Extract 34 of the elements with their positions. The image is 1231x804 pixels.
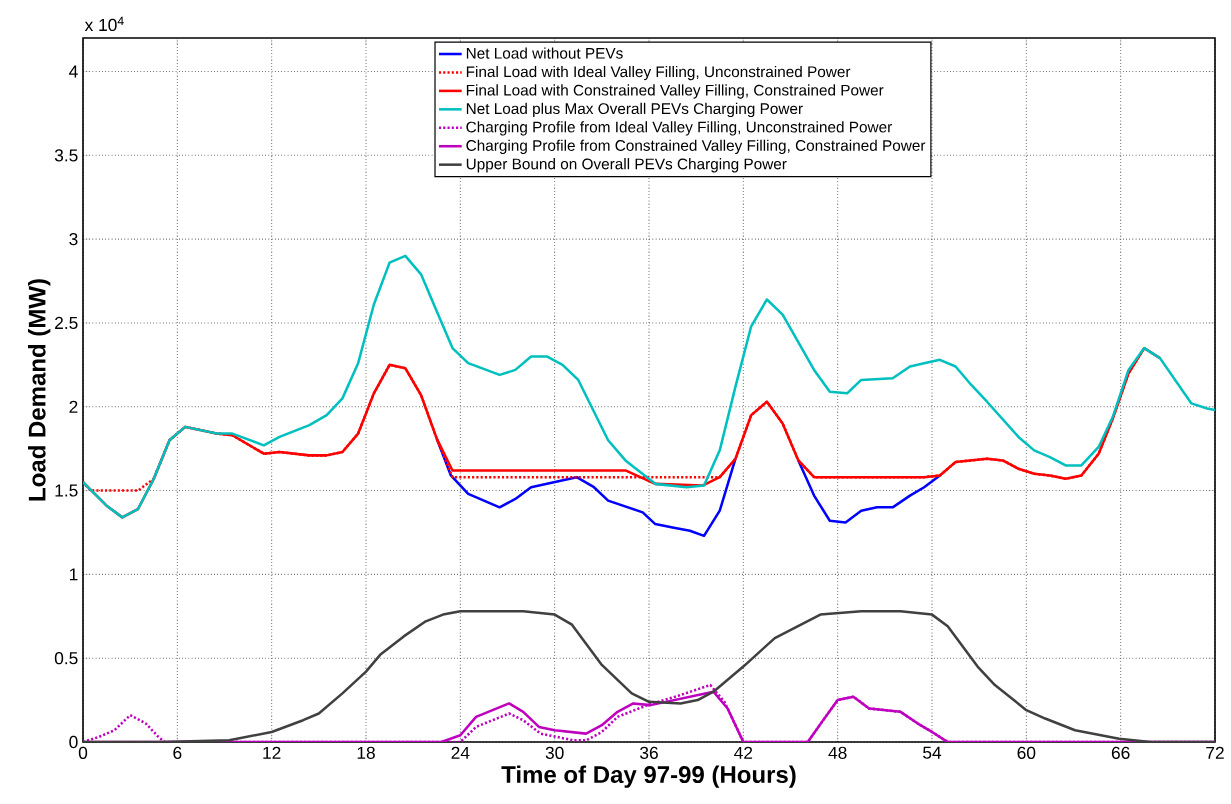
x-tick-label: 24	[451, 746, 470, 759]
x-axis-title: Time of Day 97-99 (Hours)	[501, 765, 796, 788]
y-tick-label: 0	[69, 735, 78, 749]
y-tick-label: 2	[69, 400, 78, 413]
legend-label: Charging Profile from Constrained Valley Filling, Constrained Power	[466, 139, 926, 154]
x-tick-label: 66	[1111, 746, 1130, 759]
x-tick-label: 12	[263, 746, 281, 759]
x-tick-label: 6	[173, 746, 182, 759]
x-tick-label: 30	[545, 746, 564, 759]
x-tick-label: 42	[734, 746, 753, 759]
legend-label: Upper Bound on Overall PEVs Charging Power	[466, 158, 787, 173]
legend-label: Net Load plus Max Overall PEVs Charging Power	[466, 102, 803, 118]
legend-label: Net Load without PEVs	[466, 47, 623, 59]
x-tick-label: 54	[923, 746, 942, 759]
y-axis-title: Load Demand (MW)	[28, 279, 51, 501]
x-tick-label: 18	[357, 746, 375, 759]
y-tick-label: 1.5	[55, 484, 78, 497]
line-series	[83, 609, 1215, 742]
x-tick-label: 48	[828, 746, 847, 759]
y-tick-label: 3	[69, 233, 78, 246]
x-tick-label: 0	[78, 746, 88, 759]
x-tick-label: 72	[1206, 746, 1224, 759]
legend-label: Final Load with Ideal Valley Filling, Unconstrained Power	[466, 65, 851, 81]
line-series	[83, 254, 1215, 519]
x-tick-label: 60	[1017, 746, 1036, 759]
y-tick-label: 0.5	[54, 652, 78, 665]
x-tick-label: 36	[640, 746, 658, 759]
text: x 10$^{4}$	[84, 16, 124, 32]
y-tick-label: 3.5	[54, 149, 78, 162]
legend-label: Final Load with Constrained Valley Filling, Constrained Power	[466, 84, 884, 99]
legend-label: Charging Profile from Ideal Valley Filling, Unconstrained Power	[466, 121, 892, 136]
y-tick-label: 2.5	[55, 316, 78, 330]
y-tick-label: 1	[69, 568, 78, 581]
y-tick-label: 4	[69, 65, 78, 78]
